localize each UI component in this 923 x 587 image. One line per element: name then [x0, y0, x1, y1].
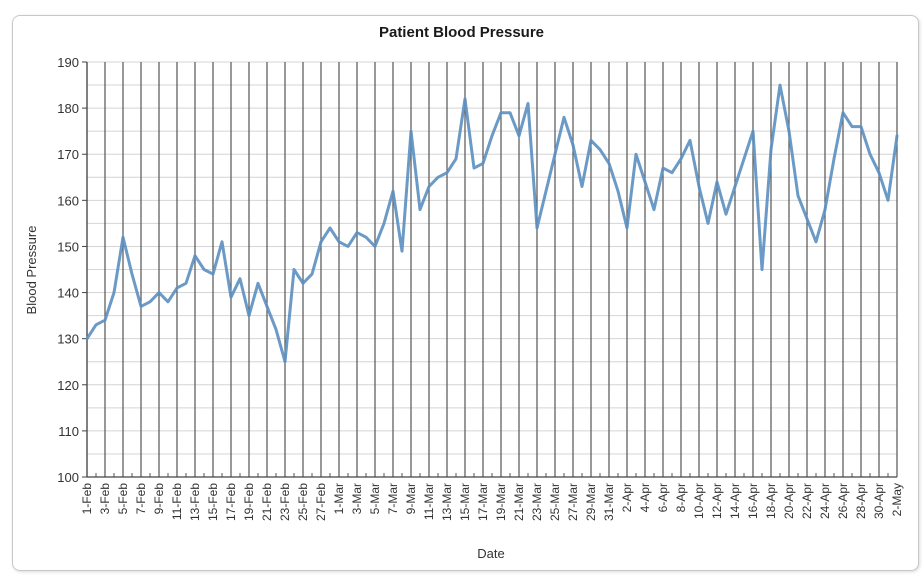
- y-tick-label: 150: [57, 239, 79, 254]
- x-tick-label: 24-Apr: [818, 483, 832, 519]
- x-tick-label: 21-Mar: [512, 483, 526, 521]
- y-tick-label: 130: [57, 332, 79, 347]
- x-tick-label: 1-Mar: [332, 483, 346, 514]
- y-tick-label: 170: [57, 147, 79, 162]
- x-axis-title: Date: [477, 546, 504, 561]
- x-tick-label: 9-Mar: [404, 483, 418, 514]
- series-line: [85, 83, 899, 364]
- y-tick-label: 100: [57, 470, 79, 485]
- x-tick-label: 9-Feb: [152, 483, 166, 515]
- x-tick-label: 4-Apr: [638, 483, 652, 512]
- x-tick-label: 31-Mar: [602, 483, 616, 521]
- x-tick-label: 13-Mar: [440, 483, 454, 521]
- x-tick-label: 3-Mar: [350, 483, 364, 514]
- x-tick-label: 15-Feb: [206, 483, 220, 521]
- x-tick-label: 20-Apr: [782, 483, 796, 519]
- x-tick-label: 25-Mar: [548, 483, 562, 521]
- x-tick-label: 2-May: [890, 483, 904, 516]
- x-tick-label: 3-Feb: [98, 483, 112, 515]
- y-tick-label: 180: [57, 101, 79, 116]
- x-tick-label: 13-Feb: [188, 483, 202, 521]
- y-tick-labels: 100 110 120 130 140 150 160 170 180 190: [57, 55, 87, 485]
- y-tick-label: 140: [57, 286, 79, 301]
- y-tick-label: 110: [58, 424, 79, 439]
- x-tick-label: 7-Feb: [134, 483, 148, 515]
- x-tick-label: 19-Feb: [242, 483, 256, 521]
- x-tick-label: 30-Apr: [872, 483, 886, 519]
- x-tick-label: 21-Feb: [260, 483, 274, 521]
- vertical-gridlines: [86, 62, 898, 477]
- x-tick-label: 5-Mar: [368, 483, 382, 514]
- x-tick-label: 17-Feb: [224, 483, 238, 521]
- x-tick-label: 17-Mar: [476, 483, 490, 521]
- series-lines: [85, 83, 899, 364]
- x-tick-label: 7-Mar: [386, 483, 400, 514]
- y-tick-label: 120: [57, 378, 79, 393]
- x-tick-label: 29-Mar: [584, 483, 598, 521]
- x-tick-label: 18-Apr: [764, 483, 778, 519]
- y-axis-title: Blood Pressure: [24, 226, 39, 315]
- x-tick-label: 23-Feb: [278, 483, 292, 521]
- x-tick-labels: 1-Feb 3-Feb 5-Feb 7-Feb 9-Feb 11-Feb 13-Feb 15-…: [80, 483, 904, 521]
- x-tick-label: 5-Feb: [116, 483, 130, 515]
- horizontal-gridlines: [87, 61, 897, 478]
- x-tick-label: 10-Apr: [692, 483, 706, 519]
- x-tick-label: 12-Apr: [710, 483, 724, 519]
- x-tick-label: 26-Apr: [836, 483, 850, 519]
- x-tick-label: 1-Feb: [80, 483, 94, 515]
- x-tick-label: 22-Apr: [800, 483, 814, 519]
- x-tick-label: 27-Mar: [566, 483, 580, 521]
- chart-title: Patient Blood Pressure: [378, 24, 545, 41]
- x-tick-label: 14-Apr: [728, 483, 742, 519]
- x-tick-label: 11-Feb: [170, 483, 184, 520]
- x-tick-label: 15-Mar: [458, 483, 472, 521]
- x-tick-label: 27-Feb: [314, 483, 328, 521]
- x-tick-label: 19-Mar: [494, 483, 508, 521]
- x-tick-label: 25-Feb: [296, 483, 310, 521]
- x-tick-label: 8-Apr: [674, 483, 688, 512]
- x-tick-label: 28-Apr: [854, 483, 868, 519]
- y-tick-label: 160: [57, 193, 79, 208]
- x-tick-label: 23-Mar: [530, 483, 544, 521]
- x-tick-label: 2-Apr: [620, 483, 634, 512]
- x-tick-label: 6-Apr: [656, 483, 670, 512]
- y-tick-label: 190: [57, 55, 79, 70]
- axes: [86, 62, 897, 478]
- x-tick-label: 16-Apr: [746, 483, 760, 519]
- x-tick-label: 11-Mar: [422, 483, 436, 520]
